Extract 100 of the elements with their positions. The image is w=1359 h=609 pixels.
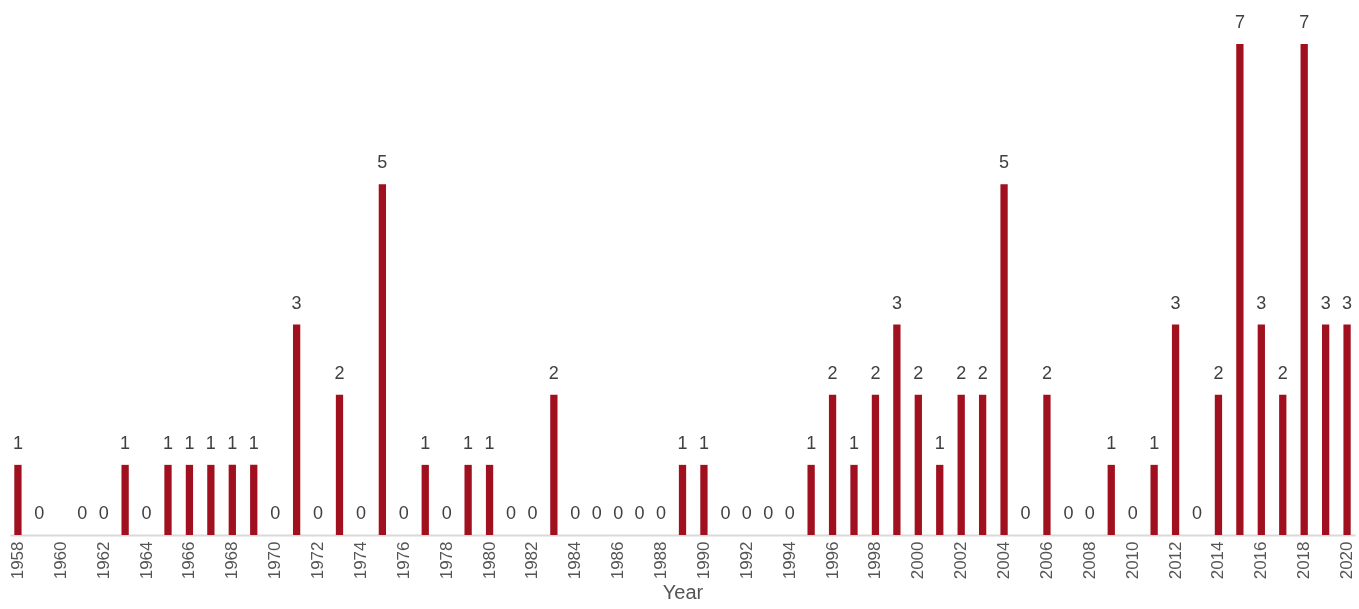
bar	[936, 464, 944, 535]
data-label: 0	[1063, 503, 1074, 523]
x-tick-label: 1984	[565, 541, 585, 580]
data-label: 1	[227, 432, 238, 453]
bar	[1279, 394, 1287, 535]
data-label: 0	[570, 503, 581, 523]
x-tick-label: 2004	[994, 541, 1014, 580]
data-label: 1	[1149, 432, 1160, 453]
data-label: 3	[891, 292, 902, 313]
data-label: 1	[420, 432, 431, 453]
bar	[14, 464, 22, 535]
x-tick-label: 2008	[1079, 541, 1099, 580]
data-label: 1	[848, 432, 860, 453]
bar	[185, 464, 194, 535]
bar	[871, 394, 880, 535]
x-tick-label: 1992	[736, 541, 756, 580]
x-tick-label: 1976	[393, 541, 413, 580]
data-label: 1	[484, 432, 495, 453]
data-label: 1	[806, 432, 817, 453]
x-tick-label: 1982	[522, 541, 542, 580]
bar	[378, 184, 387, 535]
data-label: 0	[77, 503, 88, 523]
bar	[978, 394, 987, 535]
x-tick-label: 2000	[908, 541, 928, 580]
x-tick-label: 1996	[822, 541, 842, 580]
data-label: 1	[934, 432, 945, 453]
data-label: 2	[1213, 362, 1224, 383]
data-label: 2	[827, 362, 838, 383]
data-label: 0	[1020, 503, 1031, 523]
data-label: 2	[1041, 362, 1052, 383]
x-tick-label: 1978	[436, 541, 456, 580]
data-label: 0	[355, 503, 366, 523]
data-label: 1	[463, 432, 474, 453]
bar	[914, 394, 922, 535]
bar	[464, 464, 472, 535]
data-label: 1	[162, 432, 173, 453]
x-tick-label: 1998	[865, 541, 885, 580]
bar	[1300, 44, 1308, 535]
x-tick-label: 1980	[479, 541, 499, 580]
bar	[1257, 324, 1265, 535]
x-tick-label: 1972	[308, 541, 328, 580]
data-label: 1	[677, 432, 688, 453]
data-label: 1	[205, 432, 216, 453]
data-label: 0	[720, 503, 731, 523]
bar	[250, 464, 258, 535]
data-label: 0	[141, 503, 152, 523]
data-label: 0	[656, 503, 667, 523]
x-tick-label: 1974	[350, 541, 370, 580]
x-tick-label: 2018	[1294, 541, 1314, 580]
bar	[678, 464, 687, 535]
x-tick-label: 1970	[265, 541, 285, 580]
data-label: 2	[870, 362, 881, 383]
bar	[1343, 324, 1351, 535]
data-label: 2	[956, 362, 967, 383]
data-label: 1	[698, 432, 709, 453]
x-tick-label: 2014	[1208, 541, 1228, 580]
data-label: 3	[291, 292, 302, 313]
data-label: 0	[1084, 503, 1095, 523]
x-tick-label: 1964	[136, 541, 156, 580]
bar	[1107, 464, 1115, 535]
data-label: 0	[98, 503, 109, 523]
data-label: 1	[184, 432, 195, 453]
x-tick-label: 2012	[1165, 541, 1185, 580]
bar	[550, 394, 558, 535]
bar	[1236, 44, 1244, 535]
bar	[850, 464, 858, 535]
data-label: 0	[784, 503, 795, 523]
data-label: 2	[1277, 362, 1288, 383]
bar	[893, 324, 901, 535]
data-label: 0	[591, 503, 602, 523]
data-label: 3	[1170, 292, 1181, 313]
x-tick-label: 1988	[651, 541, 671, 580]
data-label: 0	[34, 503, 45, 523]
x-tick-label: 2006	[1036, 541, 1056, 580]
bar	[1000, 184, 1008, 535]
bar	[1150, 464, 1158, 535]
data-label: 0	[763, 503, 774, 523]
x-tick-label: 1986	[608, 541, 628, 580]
data-label: 0	[313, 503, 324, 523]
bar	[292, 324, 301, 535]
x-tick-label: 1966	[179, 541, 199, 580]
data-label: 0	[1127, 503, 1138, 523]
bar	[700, 464, 708, 535]
data-label: 5	[377, 152, 388, 173]
x-axis-title: Year	[662, 581, 704, 604]
bar	[164, 464, 172, 535]
bar	[1043, 394, 1051, 535]
bar	[807, 464, 815, 535]
data-label: 0	[270, 503, 281, 523]
bar	[228, 464, 236, 535]
data-label: 7	[1299, 12, 1310, 32]
bar	[485, 464, 494, 535]
bar	[207, 464, 215, 535]
x-tick-label: 1968	[222, 541, 242, 580]
data-label: 0	[613, 503, 624, 523]
data-label: 0	[741, 503, 752, 523]
x-tick-label: 1962	[93, 541, 113, 580]
x-tick-label: 1960	[50, 541, 70, 580]
data-label: 0	[634, 503, 645, 523]
data-label: 3	[1342, 292, 1353, 313]
